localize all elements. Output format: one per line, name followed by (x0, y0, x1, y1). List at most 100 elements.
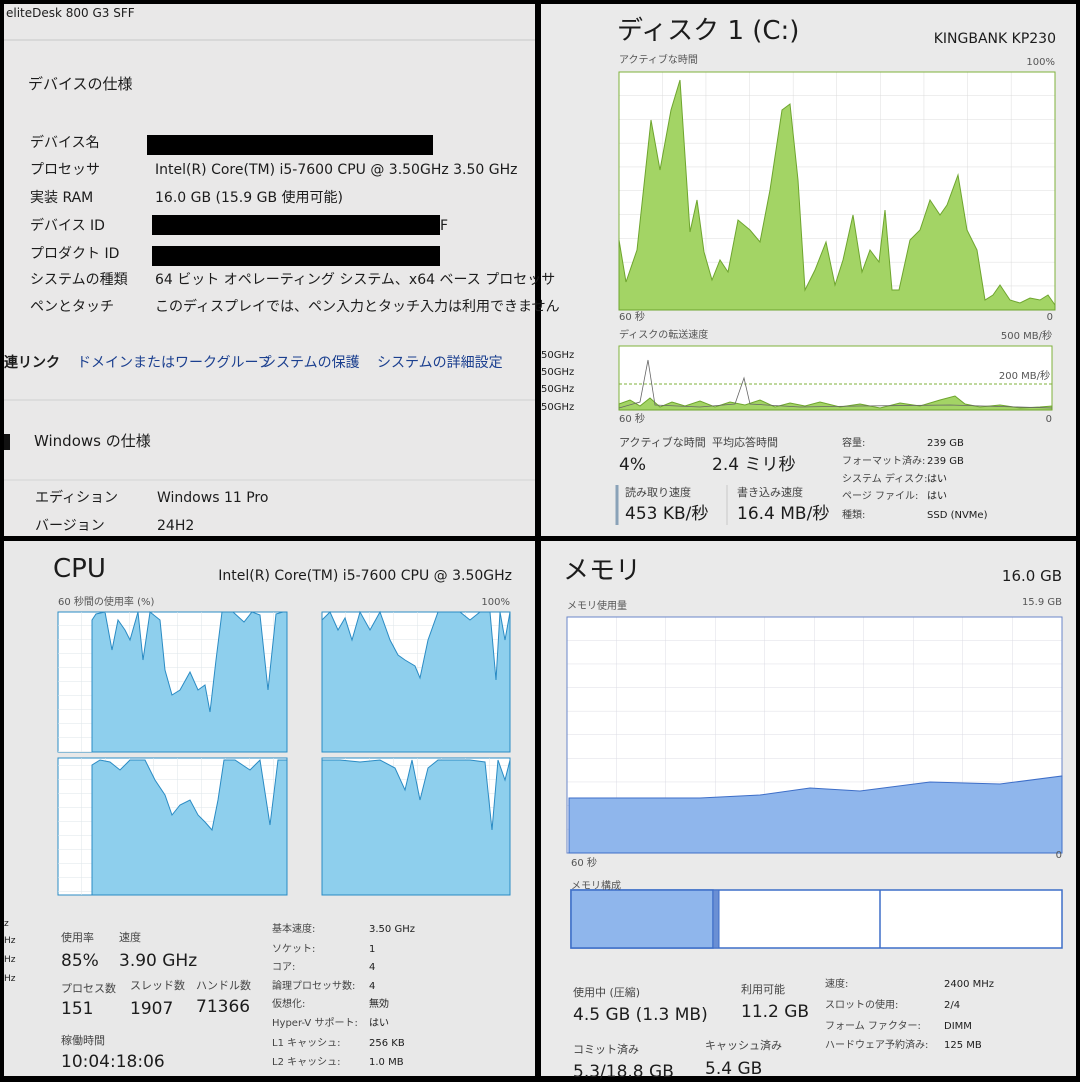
redaction (152, 246, 440, 266)
stat-label: 利用可能 (741, 982, 785, 996)
property-value: 239 GB (927, 455, 964, 467)
property-label: ページ ファイル: (842, 490, 919, 502)
spec-value: 16.0 GB (15.9 GB 使用可能) (155, 190, 343, 207)
graph-max: 15.9 GB (1021, 596, 1062, 608)
property-label: 基本速度: (272, 923, 316, 935)
cropped-text: 50GHz (541, 349, 575, 361)
property-value: 125 MB (944, 1039, 982, 1051)
device-model: KINGBANK KP230 (933, 31, 1056, 48)
panel-title: メモリ (563, 555, 642, 586)
graph-label: ディスクの転送速度 (619, 329, 709, 341)
stat-label: 読み取り速度 (625, 485, 691, 499)
graph-background (618, 345, 1053, 411)
related-link[interactable]: システムの詳細設定 (377, 355, 503, 372)
graph-axis-label: 60 秒 (571, 857, 597, 869)
stat-value: 1907 (130, 998, 174, 1019)
property-value: はい (369, 1017, 389, 1029)
related-link[interactable]: システムの保護 (262, 355, 360, 372)
graph-label: アクティブな時間 (619, 54, 698, 66)
stat-value: 85% (61, 950, 99, 971)
stat-label: ハンドル数 (196, 978, 251, 992)
spec-value: F (440, 218, 449, 235)
property-label: ハードウェア予約済み: (825, 1039, 929, 1051)
panel-title: ディスク 1 (C:) (617, 15, 800, 46)
stat-value: 11.2 GB (741, 1001, 810, 1022)
panel-title: CPU (53, 553, 106, 584)
spec-value: このディスプレイでは、ペン入力とタッチ入力は利用できません (155, 299, 560, 316)
stat-label: 速度 (119, 930, 141, 944)
memory-total: 16.0 GB (1001, 566, 1062, 585)
spec-label: バージョン (35, 518, 105, 535)
stat-label: 平均応答時間 (712, 435, 778, 449)
stat-label: 書き込み速度 (737, 485, 803, 499)
graph-axis-label: 0 (1055, 849, 1062, 861)
spec-label: 実装 RAM (30, 190, 94, 207)
cropped-text: z (4, 919, 9, 930)
disk-transfer-area (618, 395, 1053, 411)
window-title: eliteDesk 800 G3 SFF (6, 6, 135, 21)
spec-label: デバイス ID (30, 218, 105, 235)
spec-value: Intel(R) Core(TM) i5-7600 CPU @ 3.50GHz … (155, 162, 518, 179)
spec-label: デバイス名 (30, 135, 100, 152)
property-label: 種類: (842, 509, 866, 521)
property-value: 4 (369, 961, 376, 973)
cropped-text: 50GHz (541, 366, 575, 378)
cropped-text: Hz (4, 974, 16, 985)
graph-label: メモリ使用量 (567, 600, 627, 612)
stat-value: 16.4 MB/秒 (737, 503, 830, 524)
graph-axis-label: 60 秒 (619, 413, 645, 425)
property-label: L1 キャッシュ: (272, 1037, 341, 1049)
cropped-text: Hz (4, 955, 16, 966)
graph-axis-label: 60 秒 (619, 311, 645, 323)
property-label: 速度: (825, 978, 849, 990)
property-label: フォーム ファクター: (825, 1020, 921, 1032)
section-title: デバイスの仕様 (28, 74, 133, 93)
property-value: はい (927, 490, 947, 502)
property-label: システム ディスク: (842, 473, 928, 485)
graph-axis-label: 0 (1046, 311, 1053, 323)
property-label: スロットの使用: (825, 999, 899, 1011)
spec-label: システムの種類 (30, 272, 128, 289)
cpu-graphs (57, 610, 511, 896)
property-value: 2400 MHz (944, 978, 995, 990)
spec-label: エディション (35, 490, 119, 507)
graph-max: 100% (481, 596, 510, 608)
stat-label: 使用率 (61, 930, 94, 944)
property-value: 2/4 (944, 999, 961, 1011)
stat-label: 使用中 (圧縮) (573, 985, 641, 999)
stat-label: アクティブな時間 (619, 435, 706, 449)
property-label: ソケット: (272, 943, 316, 955)
stat-label: スレッド数 (130, 978, 185, 992)
disk-transfer-line (618, 359, 1053, 409)
property-label: Hyper-V サポート: (272, 1017, 358, 1029)
section-title: Windows の仕様 (34, 431, 151, 450)
graph-max: 500 MB/秒 (1000, 330, 1052, 342)
memory-usage-area (568, 775, 1063, 854)
stat-label: 稼働時間 (61, 1033, 105, 1047)
property-value: 239 GB (927, 437, 964, 449)
spec-label: プロセッサ (30, 162, 100, 179)
device-model: Intel(R) Core(TM) i5-7600 CPU @ 3.50GHz (218, 568, 512, 585)
property-value: DIMM (944, 1020, 972, 1032)
stat-value: 10:04:18:06 (61, 1051, 165, 1072)
spec-label: ペンとタッチ (30, 299, 114, 316)
expander-icon (4, 434, 10, 450)
stat-value: 453 KB/秒 (625, 503, 709, 524)
property-value: はい (927, 473, 947, 485)
property-value: 1.0 MB (369, 1056, 404, 1068)
related-link[interactable]: ドメインまたはワークグループ (77, 355, 272, 372)
stat-value: 71366 (196, 996, 251, 1017)
stat-value: 5.3/18.8 GB (573, 1061, 674, 1082)
spec-value: 24H2 (157, 518, 195, 535)
spec-value: 64 ビット オペレーティング システム、x64 ベース プロセッサ (155, 272, 556, 289)
cropped-text: Hz (4, 936, 16, 947)
property-label: 容量: (842, 437, 866, 449)
property-label: フォーマット済み: (842, 455, 926, 467)
property-value: 256 KB (369, 1037, 405, 1049)
redaction (152, 215, 440, 235)
stat-value: 4.5 GB (1.3 MB) (573, 1004, 708, 1025)
disk-active-area (618, 79, 1056, 311)
graph-axis-label: 0 (1045, 413, 1052, 425)
